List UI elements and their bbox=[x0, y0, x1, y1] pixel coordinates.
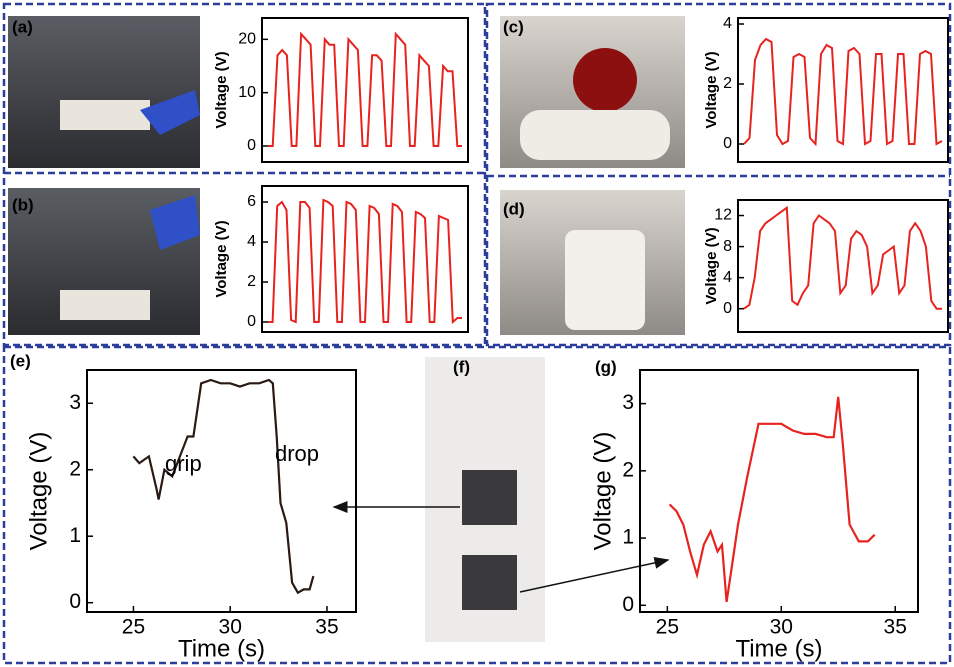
y-tick-label: 3 bbox=[69, 391, 81, 414]
x-axis-label: Time (s) bbox=[178, 635, 265, 662]
y-tick-label: 3 bbox=[622, 391, 634, 414]
x-tick-label: 30 bbox=[219, 616, 242, 639]
y-tick-label: 2 bbox=[247, 273, 256, 290]
x-tick-label: 25 bbox=[122, 616, 145, 639]
y-tick-label: 0 bbox=[723, 300, 732, 317]
y-tick-label: 10 bbox=[238, 84, 256, 101]
data-line bbox=[268, 31, 462, 147]
y-axis-label: Voltage (V) bbox=[213, 220, 230, 297]
y-axis-label: Voltage (V) bbox=[703, 51, 720, 128]
panel-label: (c) bbox=[503, 17, 524, 36]
x-tick-label: 30 bbox=[770, 616, 793, 639]
y-tick-label: 20 bbox=[238, 31, 256, 48]
y-tick-label: 6 bbox=[247, 193, 256, 210]
plot-frame bbox=[737, 199, 949, 333]
y-tick-label: 0 bbox=[622, 593, 634, 616]
plot-frame bbox=[737, 17, 949, 163]
plot-frame bbox=[86, 369, 357, 613]
annotation: drop bbox=[275, 441, 319, 466]
panel-label: (d) bbox=[503, 199, 525, 218]
y-axis-label: Voltage (V) bbox=[703, 227, 720, 304]
annotation: grip bbox=[165, 451, 202, 476]
plot-frame bbox=[261, 185, 469, 333]
panel-label: (a) bbox=[12, 17, 33, 36]
y-axis-label: Voltage (V) bbox=[213, 51, 230, 128]
y-tick-label: 1 bbox=[69, 524, 81, 547]
y-tick-label: 0 bbox=[247, 313, 256, 330]
y-tick-label: 0 bbox=[247, 137, 256, 154]
photos bbox=[8, 16, 685, 642]
x-axis-label: Time (s) bbox=[735, 635, 822, 662]
panel-label: (e) bbox=[10, 351, 31, 370]
panel-label: (g) bbox=[595, 357, 617, 376]
y-axis-label: Voltage (V) bbox=[25, 432, 52, 551]
x-tick-label: 25 bbox=[656, 616, 679, 639]
y-tick-label: 8 bbox=[723, 238, 732, 255]
x-tick-label: 35 bbox=[315, 616, 338, 639]
y-tick-label: 4 bbox=[723, 269, 732, 286]
panel-label: (f) bbox=[453, 357, 470, 376]
y-tick-label: 12 bbox=[714, 207, 732, 224]
y-axis-label: Voltage (V) bbox=[589, 432, 616, 551]
y-tick-label: 1 bbox=[622, 526, 634, 549]
data-line bbox=[132, 378, 315, 595]
y-tick-label: 4 bbox=[723, 15, 732, 32]
plot-frame bbox=[261, 17, 469, 163]
data-line bbox=[743, 205, 942, 310]
y-tick-label: 2 bbox=[723, 75, 732, 92]
y-tick-label: 0 bbox=[69, 590, 81, 613]
y-tick-label: 2 bbox=[69, 457, 81, 480]
y-tick-label: 2 bbox=[622, 458, 634, 481]
y-tick-label: 4 bbox=[247, 233, 256, 250]
panel-label: (b) bbox=[12, 195, 34, 214]
y-tick-label: 0 bbox=[723, 135, 732, 152]
x-tick-label: 35 bbox=[884, 616, 907, 639]
data-line bbox=[743, 37, 943, 147]
data-line bbox=[268, 198, 462, 325]
data-line bbox=[668, 396, 876, 603]
plot-frame bbox=[639, 369, 919, 613]
